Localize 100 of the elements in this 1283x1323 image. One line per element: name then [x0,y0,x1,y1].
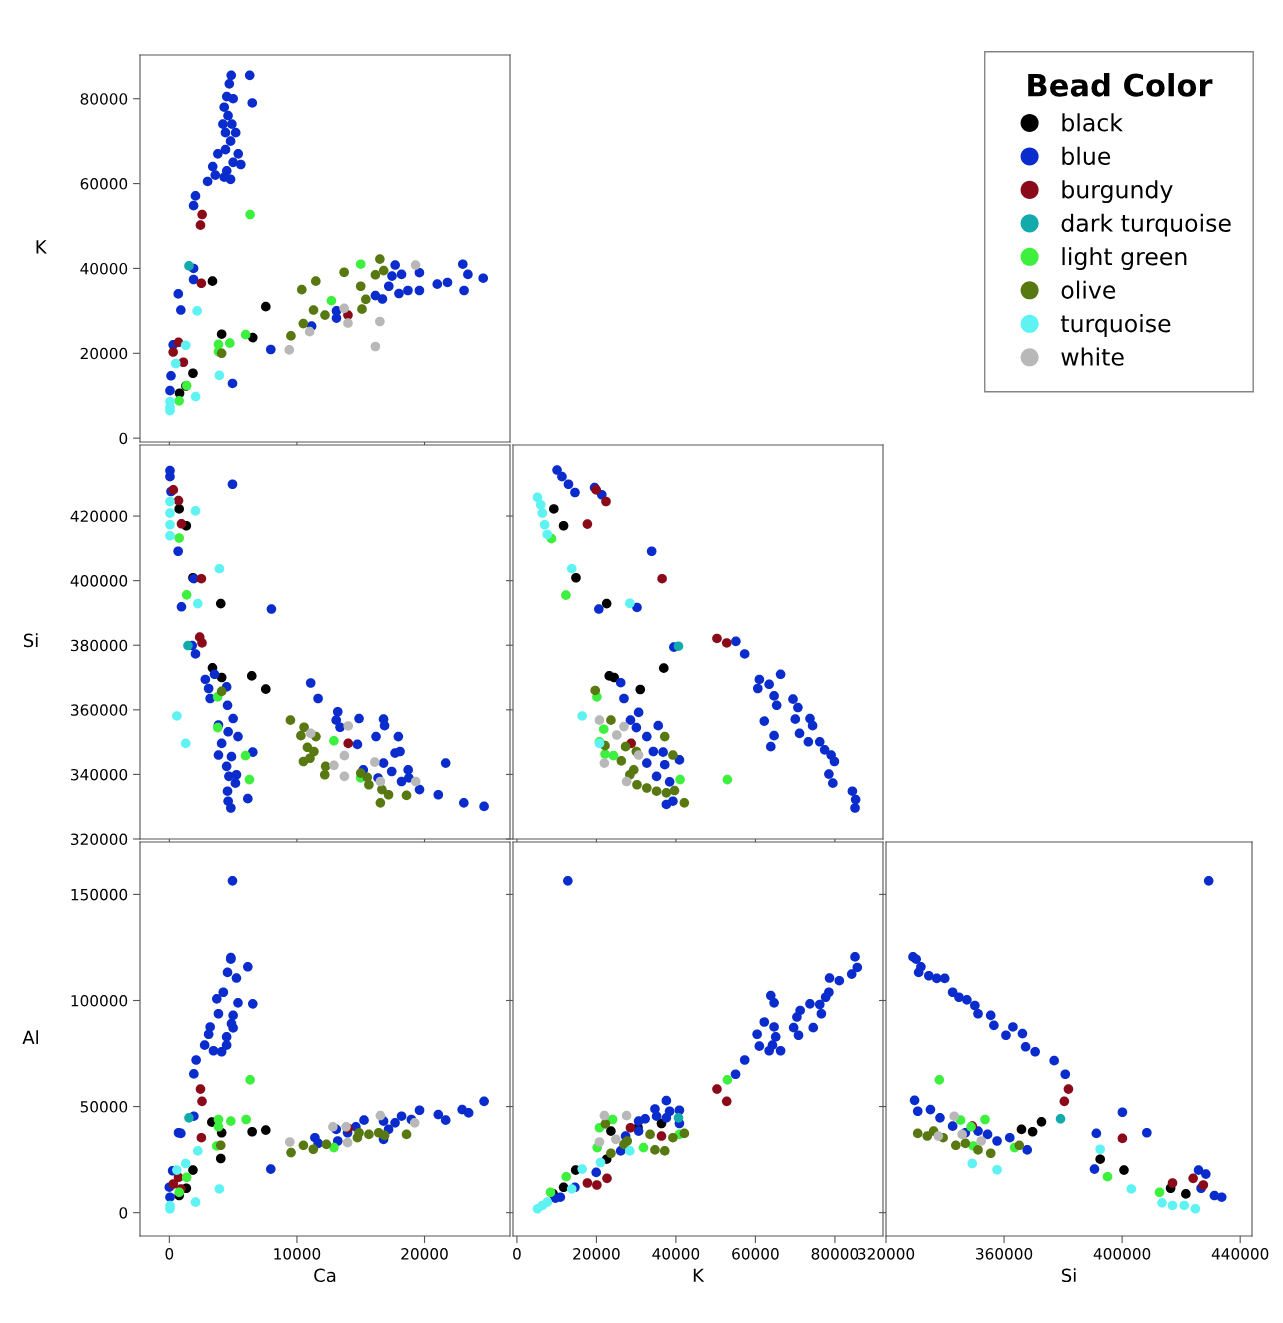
point [803,736,814,747]
point [188,1165,198,1175]
point [226,1116,236,1126]
point [183,640,193,651]
point [355,259,366,270]
y-tick-label: 80000 [80,93,128,105]
point [214,1184,225,1194]
x-tick-label: 80000 [811,1248,859,1260]
x-tick-label: 10000 [274,1248,321,1260]
point [591,1167,602,1178]
point [611,730,622,740]
point [752,1029,762,1040]
point [180,1158,191,1169]
point [976,1136,986,1146]
point [224,79,235,89]
point [824,973,835,983]
point [196,278,207,289]
point [240,329,251,340]
point [321,1139,332,1150]
point [1049,1055,1059,1066]
point [542,529,553,540]
point [1095,1154,1105,1165]
point [933,1131,944,1141]
point [850,952,860,962]
point [188,200,199,211]
point [1022,1145,1033,1155]
point [542,1197,553,1207]
point [343,318,353,328]
point [165,530,175,541]
point [190,391,201,402]
point [816,1008,827,1019]
point [669,785,680,796]
point [1008,1022,1018,1032]
point [215,1153,226,1164]
point [266,604,277,614]
point [912,1128,923,1139]
point [172,1165,182,1175]
point [594,715,605,725]
y-tick-label: 150000 [71,888,128,901]
point [172,711,182,721]
point [668,1132,678,1143]
point [960,1138,971,1149]
point [197,209,207,220]
point [648,746,659,757]
point [305,728,316,739]
point [992,1164,1002,1175]
point [722,774,733,785]
point [166,370,176,381]
point [168,347,178,357]
point [770,1032,781,1042]
point [298,318,309,329]
point [286,1147,296,1158]
point [221,1040,232,1050]
point [165,385,175,396]
point [226,803,236,813]
point [401,1129,412,1140]
point [260,684,271,694]
point [394,288,404,299]
point [228,1010,238,1021]
point [173,289,184,299]
point [661,1113,672,1123]
point [561,1171,572,1182]
point [190,191,201,201]
point [357,304,367,314]
point [342,1137,353,1148]
point [621,1110,632,1121]
point [240,750,251,761]
point [195,1084,206,1094]
point [370,341,381,352]
point [192,306,202,316]
point [621,776,632,787]
point [973,1008,983,1019]
point [1060,1069,1071,1080]
point [606,715,616,725]
point [433,789,444,800]
legend-label: turquoise [1060,314,1171,337]
point [535,499,546,510]
point [834,975,845,986]
point [213,149,223,159]
point [265,1164,276,1174]
point [1016,1124,1027,1135]
legend-label: burgundy [1062,180,1173,204]
point [792,1012,802,1022]
point [377,294,388,304]
point [308,305,319,315]
point [355,281,366,292]
point [409,1118,420,1128]
point [414,285,425,296]
x-tick-label: 400000 [1093,1248,1151,1260]
point [478,273,489,284]
point [764,1045,774,1056]
point [383,789,394,800]
point [174,396,184,406]
point [633,707,644,718]
x-axis-title: Ca [314,1268,336,1283]
point [619,721,629,732]
point [207,161,218,172]
point [552,465,562,475]
point [197,638,207,648]
point [191,1055,201,1065]
